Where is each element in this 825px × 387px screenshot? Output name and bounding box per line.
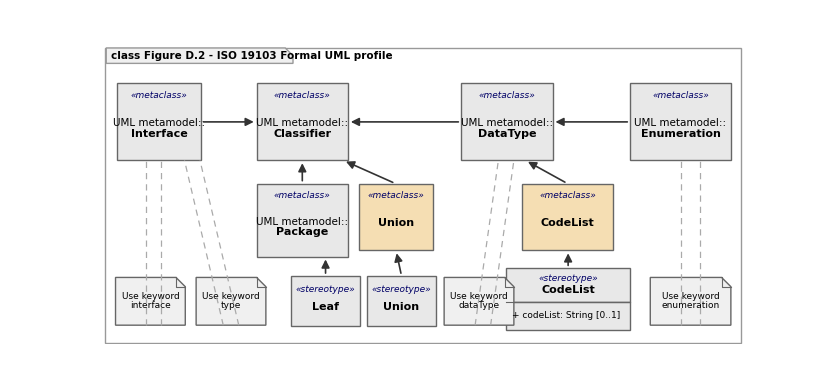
Text: Leaf: Leaf: [312, 302, 339, 312]
Text: type: type: [221, 301, 241, 310]
Text: «metaclass»: «metaclass»: [274, 91, 331, 100]
Bar: [366, 276, 436, 326]
Text: UML metamodel::: UML metamodel::: [257, 118, 348, 128]
Text: «metaclass»: «metaclass»: [274, 191, 331, 200]
Bar: [117, 84, 200, 160]
Polygon shape: [650, 277, 731, 325]
Text: enumeration: enumeration: [662, 301, 719, 310]
Text: Classifier: Classifier: [273, 129, 332, 139]
Polygon shape: [196, 277, 266, 325]
Bar: [257, 183, 348, 257]
Text: interface: interface: [130, 301, 171, 310]
Text: UML metamodel::: UML metamodel::: [257, 217, 348, 227]
Bar: [506, 302, 630, 330]
Text: UML metamodel::: UML metamodel::: [634, 118, 727, 128]
Text: «metaclass»: «metaclass»: [130, 91, 187, 100]
Text: Package: Package: [276, 228, 328, 237]
Polygon shape: [116, 277, 186, 325]
Bar: [506, 268, 630, 302]
Text: «stereotype»: «stereotype»: [538, 274, 598, 284]
Text: CodeList: CodeList: [541, 285, 595, 295]
Text: UML metamodel::: UML metamodel::: [113, 118, 205, 128]
Text: Use keyword: Use keyword: [121, 292, 179, 301]
Text: «metaclass»: «metaclass»: [367, 191, 424, 200]
Text: class Figure D.2 - ISO 19103 Formal UML profile: class Figure D.2 - ISO 19103 Formal UML …: [111, 51, 393, 62]
Text: + codeList: String [0..1]: + codeList: String [0..1]: [512, 312, 620, 320]
Text: DataType: DataType: [478, 129, 536, 139]
Bar: [521, 183, 613, 250]
Text: «stereotype»: «stereotype»: [295, 285, 356, 294]
Text: «metaclass»: «metaclass»: [539, 191, 596, 200]
Text: Interface: Interface: [130, 129, 187, 139]
Text: dataType: dataType: [459, 301, 500, 310]
Polygon shape: [444, 277, 514, 325]
Bar: [290, 276, 361, 326]
Bar: [257, 84, 348, 160]
Text: Union: Union: [384, 302, 420, 312]
Text: Union: Union: [378, 218, 414, 228]
Text: Use keyword: Use keyword: [662, 292, 719, 301]
Text: Use keyword: Use keyword: [450, 292, 508, 301]
Text: «stereotype»: «stereotype»: [372, 285, 431, 294]
Polygon shape: [106, 48, 293, 63]
Bar: [630, 84, 731, 160]
Text: CodeList: CodeList: [540, 218, 594, 228]
Text: Use keyword: Use keyword: [202, 292, 260, 301]
Text: «metaclass»: «metaclass»: [478, 91, 535, 100]
Text: «metaclass»: «metaclass»: [652, 91, 709, 100]
Bar: [359, 183, 432, 250]
Text: UML metamodel::: UML metamodel::: [461, 118, 553, 128]
Text: Enumeration: Enumeration: [640, 129, 720, 139]
Bar: [461, 84, 553, 160]
